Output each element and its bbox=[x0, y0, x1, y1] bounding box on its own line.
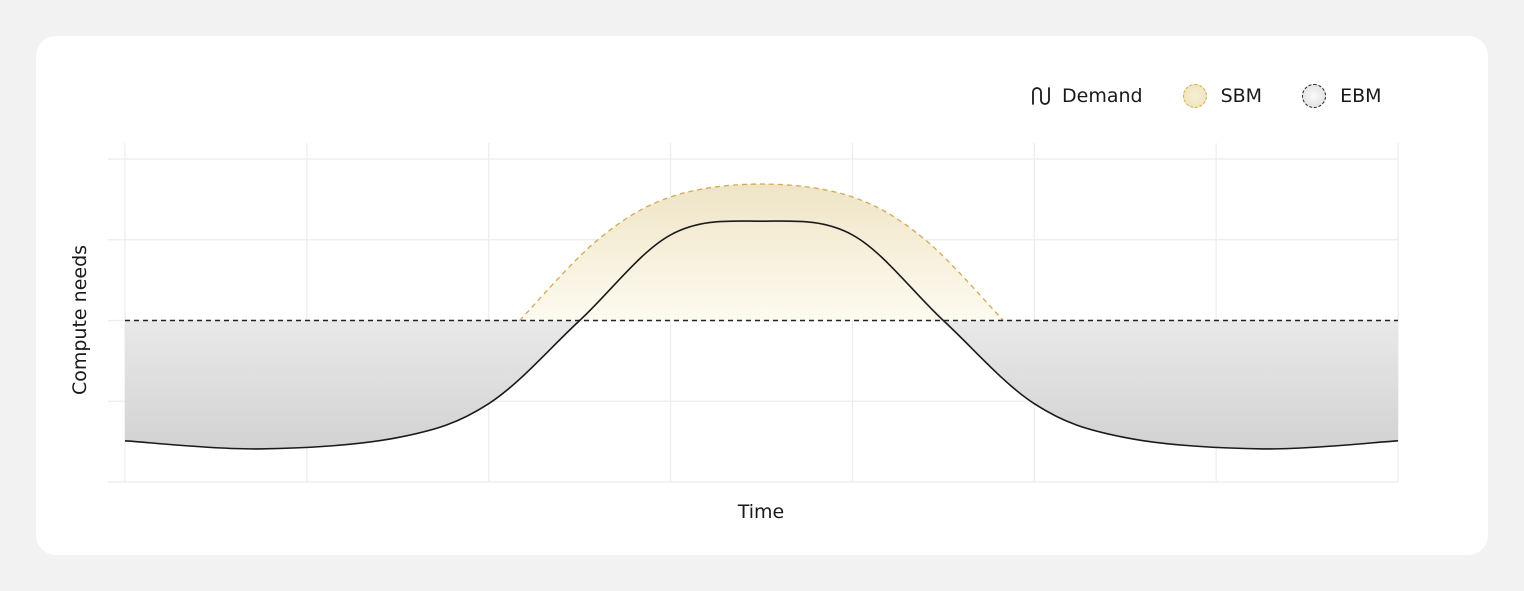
sbm-swatch-icon bbox=[1182, 84, 1207, 108]
legend-label-ebm: EBM bbox=[1340, 85, 1382, 107]
x-axis-label: Time bbox=[737, 501, 785, 523]
legend-label-sbm: SBM bbox=[1220, 85, 1263, 107]
sbm-line bbox=[519, 183, 1004, 321]
y-axis-label: Compute needs bbox=[69, 244, 91, 396]
legend-label-demand: Demand bbox=[1062, 85, 1143, 107]
legend-item-ebm: EBM bbox=[1302, 84, 1382, 108]
legend: Demand SBM EBM bbox=[1030, 84, 1382, 108]
wave-icon bbox=[1032, 87, 1050, 105]
ebm-area bbox=[125, 321, 1398, 449]
sbm-area bbox=[519, 184, 1004, 321]
ebm-swatch-icon bbox=[1302, 84, 1327, 108]
legend-item-demand: Demand bbox=[1030, 84, 1143, 108]
demand-line bbox=[124, 220, 1399, 450]
legend-item-sbm: SBM bbox=[1182, 84, 1263, 108]
